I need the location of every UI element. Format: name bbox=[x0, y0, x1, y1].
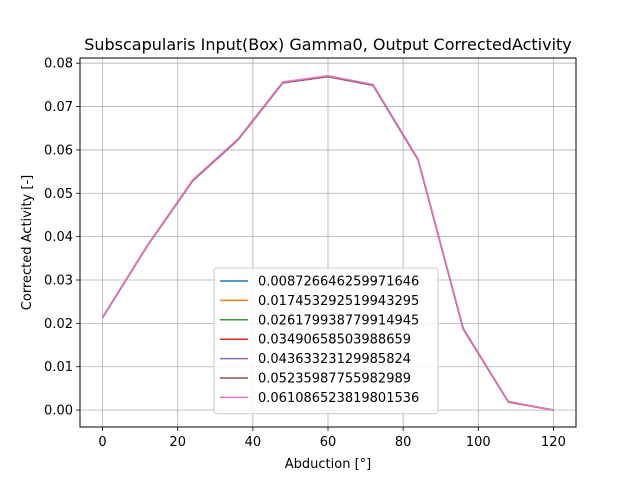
x-axis-label: Abduction [°] bbox=[285, 457, 371, 472]
x-tick-label: 120 bbox=[541, 435, 566, 450]
x-tick-label: 0 bbox=[98, 435, 106, 450]
legend-label: 0.04363323129985824 bbox=[258, 352, 411, 367]
series-lines bbox=[101, 75, 554, 411]
x-tick-label: 80 bbox=[395, 435, 412, 450]
legend-label: 0.008726646259971646 bbox=[258, 275, 419, 290]
y-axis-label: Corrected Activity [-] bbox=[20, 175, 35, 310]
y-tick-label: 0.00 bbox=[44, 404, 73, 419]
y-tick-label: 0.02 bbox=[44, 317, 73, 332]
series-line bbox=[101, 75, 554, 411]
x-tick-label: 20 bbox=[169, 435, 186, 450]
legend-label: 0.03490658503988659 bbox=[258, 333, 411, 348]
y-tick-label: 0.06 bbox=[44, 143, 73, 158]
grid bbox=[80, 58, 576, 427]
y-tick-label: 0.04 bbox=[44, 230, 73, 245]
y-tick-label: 0.03 bbox=[44, 274, 73, 289]
legend-box bbox=[213, 267, 439, 415]
x-tick-label: 40 bbox=[245, 435, 262, 450]
y-tick-label: 0.08 bbox=[44, 57, 73, 72]
y-tick-label: 0.05 bbox=[44, 187, 73, 202]
y-tick-label: 0.07 bbox=[44, 100, 73, 115]
legend-label: 0.061086523819801536 bbox=[258, 391, 419, 406]
legend: 0.008726646259971646 0.017453292519943295… bbox=[213, 267, 439, 415]
y-axis-ticks: 0.00 0.01 0.02 0.03 0.04 0.05 0.06 0.07 0.08 bbox=[44, 57, 80, 419]
x-tick-label: 60 bbox=[320, 435, 337, 450]
x-tick-label: 100 bbox=[466, 435, 491, 450]
x-axis-ticks: 0 20 40 60 80 100 120 bbox=[98, 427, 566, 450]
legend-label: 0.026179938779914945 bbox=[258, 313, 419, 328]
legend-label: 0.05235987755982989 bbox=[258, 372, 411, 387]
chart-title: Subscapularis Input(Box) Gamma0, Output … bbox=[84, 35, 572, 54]
legend-label: 0.017453292519943295 bbox=[258, 294, 419, 309]
y-tick-label: 0.01 bbox=[44, 360, 73, 375]
